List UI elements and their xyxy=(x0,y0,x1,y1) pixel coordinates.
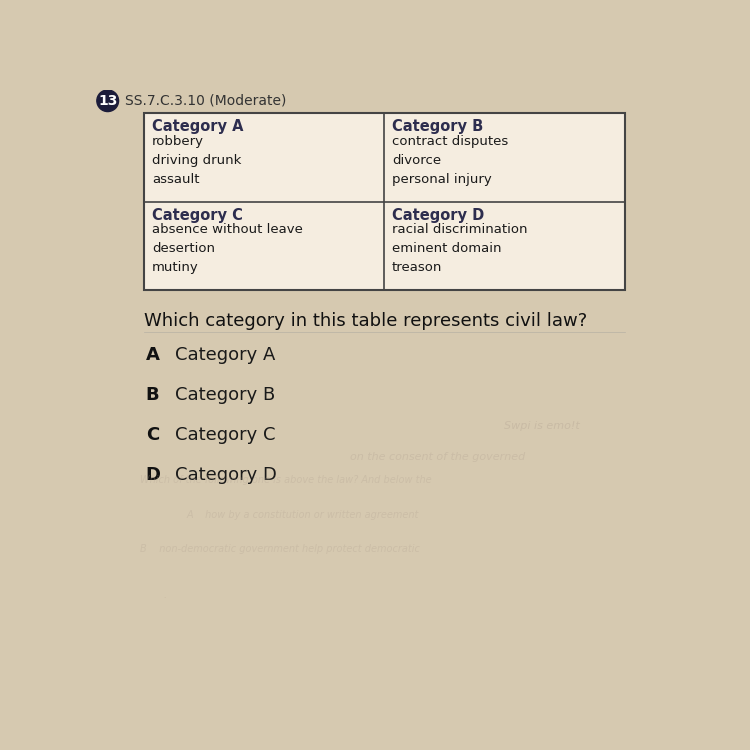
Text: Swpi is emo!t: Swpi is emo!t xyxy=(505,421,580,431)
Text: Category C: Category C xyxy=(175,426,276,444)
Circle shape xyxy=(97,90,118,112)
Bar xyxy=(144,113,625,290)
Text: contract disputes
divorce
personal injury: contract disputes divorce personal injur… xyxy=(392,135,508,186)
Text: A    how by a constitution or written agreement: A how by a constitution or written agree… xyxy=(187,510,419,520)
Text: A: A xyxy=(146,346,160,364)
Text: on the consent of the governed: on the consent of the governed xyxy=(350,452,525,462)
Text: Category B: Category B xyxy=(175,386,275,404)
Text: robbery
driving drunk
assault: robbery driving drunk assault xyxy=(152,135,242,186)
Text: .: . xyxy=(164,590,166,601)
Text: Category D: Category D xyxy=(392,208,484,223)
Text: B    non-democratic government help protect democratic: B non-democratic government help protect… xyxy=(140,544,420,554)
Text: Category B: Category B xyxy=(392,119,483,134)
Text: Which of the following one is above the law? And below the: Which of the following one is above the … xyxy=(140,475,432,485)
Text: D: D xyxy=(146,466,160,484)
Text: 13: 13 xyxy=(98,94,118,108)
Text: B: B xyxy=(146,386,159,404)
Text: absence without leave
desertion
mutiny: absence without leave desertion mutiny xyxy=(152,224,303,274)
Text: Category A: Category A xyxy=(152,119,243,134)
Text: racial discrimination
eminent domain
treason: racial discrimination eminent domain tre… xyxy=(392,224,528,274)
Text: Which category in this table represents civil law?: Which category in this table represents … xyxy=(144,312,587,330)
Text: SS.7.C.3.10 (Moderate): SS.7.C.3.10 (Moderate) xyxy=(124,94,286,108)
Text: Category D: Category D xyxy=(175,466,277,484)
Text: C: C xyxy=(146,426,159,444)
Text: Category C: Category C xyxy=(152,208,243,223)
Text: Category A: Category A xyxy=(175,346,275,364)
